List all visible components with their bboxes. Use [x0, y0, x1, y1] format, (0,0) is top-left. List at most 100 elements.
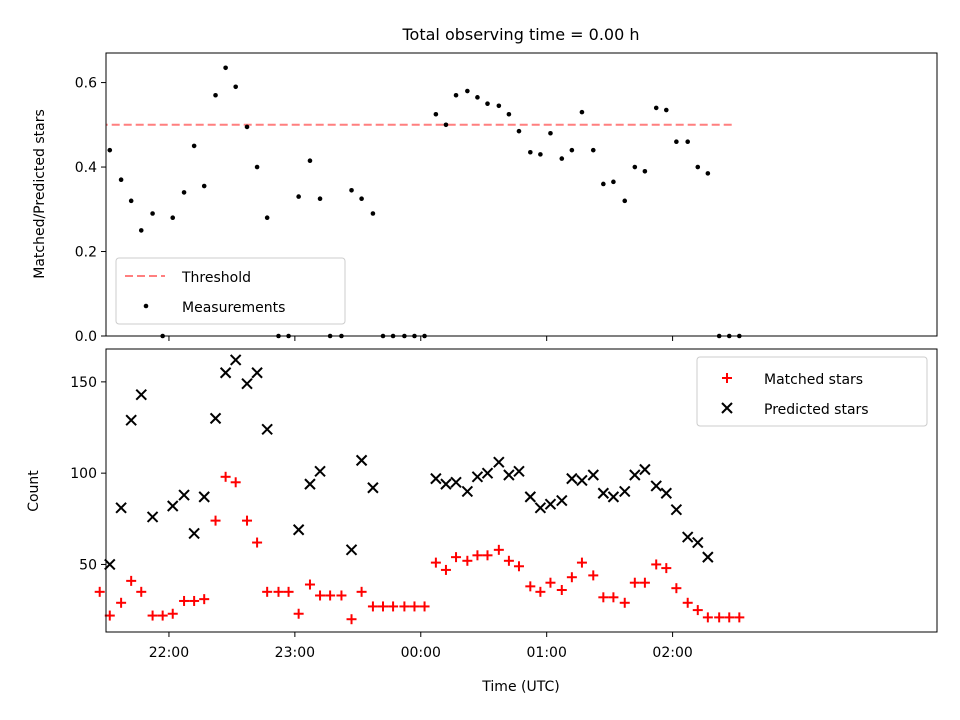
measurement-point [611, 179, 616, 185]
predicted-star-point [261, 423, 273, 436]
legend-predicted-label: Predicted stars [764, 402, 869, 418]
y-tick-label: 0.4 [75, 160, 97, 176]
predicted-star-point [450, 476, 462, 488]
matched-star-point [661, 563, 672, 574]
y-tick-label: 100 [70, 466, 97, 482]
matched-star-point [399, 601, 410, 612]
matched-star-point [220, 471, 231, 482]
measurement-point [559, 156, 565, 161]
predicted-star-point [544, 498, 557, 510]
predicted-star-point [209, 412, 222, 425]
predicted-star-point [125, 414, 137, 426]
measurement-point [433, 111, 439, 117]
predicted-star-point [135, 388, 147, 401]
predicted-star-point [702, 551, 714, 563]
measurement-point [590, 147, 596, 153]
matched-star-point [147, 610, 158, 621]
y-axis-label-count: Count [26, 470, 42, 512]
matched-star-point [535, 586, 546, 597]
bottom-y-ticks: 50 100 150 [70, 375, 106, 573]
matched-star-point [136, 586, 147, 597]
measurement-point [254, 164, 260, 170]
predicted-star-point [430, 472, 442, 485]
measurement-point [191, 143, 197, 149]
matched-star-point [451, 552, 462, 563]
predicted-star-point [597, 487, 610, 499]
matched-star-point [94, 586, 105, 597]
y-tick-label: 150 [70, 375, 97, 391]
predicted-star-point [188, 527, 200, 540]
matched-star-point [179, 595, 190, 606]
matched-star-point [315, 590, 326, 601]
measurement-point [296, 194, 301, 199]
measurement-point [150, 211, 155, 216]
predicted-star-point [251, 367, 263, 379]
top-plot-marks [106, 65, 742, 339]
predicted-star-point [167, 500, 179, 512]
legend-threshold-label: Threshold [181, 270, 251, 286]
y-tick-label: 0.0 [75, 329, 97, 345]
matched-star-point [283, 586, 294, 597]
legend-measurements-swatch [143, 303, 149, 309]
measurement-point [569, 147, 575, 153]
matched-star-point [525, 581, 536, 592]
matched-star-point [619, 597, 630, 608]
matched-star-point [210, 515, 221, 526]
predicted-star-point [345, 544, 358, 556]
matched-star-point [692, 605, 703, 616]
legend-predicted-swatch [721, 402, 733, 414]
bottom-panel: Count Time (UTC) 50 100 150 22:00 23:00 00:0… [26, 348, 938, 695]
measurement-point [516, 128, 522, 134]
x-tick-label: 01:00 [527, 645, 567, 661]
measurement-point [359, 196, 364, 202]
matched-star-point [199, 594, 210, 605]
measurement-point [548, 130, 553, 136]
measurement-point [201, 183, 207, 189]
y-tick-label: 0.2 [75, 245, 97, 261]
predicted-star-point [146, 511, 159, 523]
predicted-star-point [607, 491, 620, 503]
predicted-star-point [304, 478, 316, 490]
measurement-point [138, 228, 144, 233]
predicted-star-point [556, 494, 568, 507]
measurement-point [705, 171, 711, 176]
x-tick-label: 22:00 [149, 645, 189, 661]
measurement-point [181, 190, 187, 195]
measurement-point [622, 198, 628, 204]
predicted-star-point [292, 524, 305, 536]
matched-star-point [608, 592, 619, 603]
matched-star-point [409, 601, 420, 612]
bottom-x-ticks: 22:00 23:00 00:00 01:00 02:00 [149, 632, 693, 661]
matched-star-point [419, 601, 430, 612]
predicted-star-point [513, 465, 525, 478]
measurement-point [579, 109, 585, 115]
predicted-star-point [524, 491, 537, 503]
legend-top: Threshold Measurements [115, 257, 346, 325]
bottom-axes-frame [105, 348, 938, 633]
matched-star-point [157, 610, 168, 621]
measurement-point [485, 101, 490, 106]
matched-star-point [513, 561, 524, 572]
matched-star-point [378, 601, 388, 612]
x-axis-label-time: Time (UTC) [481, 679, 559, 695]
top-panel: Total observing time = 0.00 h Matched/Pr… [32, 25, 938, 345]
matched-star-point [482, 550, 493, 561]
top-y-ticks: 0.0 0.2 0.4 0.6 [75, 76, 106, 345]
predicted-star-point [587, 469, 599, 481]
measurement-point [528, 149, 533, 155]
matched-star-point [702, 612, 713, 623]
matched-star-point [356, 586, 367, 597]
y-tick-label: 50 [79, 557, 97, 573]
matched-star-point [671, 583, 682, 594]
measurement-point [118, 177, 124, 183]
legend-bottom-box [696, 356, 928, 427]
measurement-point [642, 168, 648, 174]
predicted-star-point [461, 485, 474, 498]
matched-star-point [126, 575, 137, 586]
matched-star-point [714, 612, 725, 623]
matched-star-point [189, 595, 200, 606]
measurement-point [506, 111, 512, 117]
matched-star-point [252, 537, 263, 548]
matched-star-point [639, 577, 650, 588]
